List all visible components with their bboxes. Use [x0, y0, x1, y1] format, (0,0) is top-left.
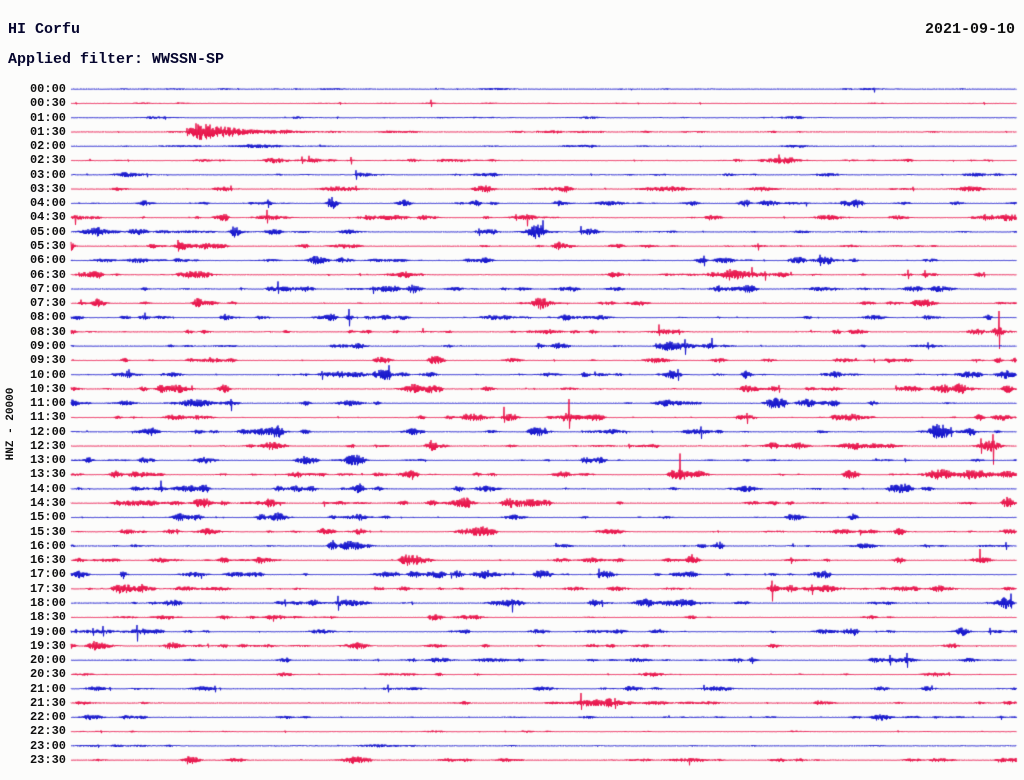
time-label: 16:00	[29, 538, 66, 553]
time-label: 02:00	[29, 139, 66, 154]
time-label: 04:00	[29, 196, 66, 211]
time-label: 16:30	[29, 553, 66, 568]
time-label: 00:30	[29, 96, 66, 111]
time-label: 02:30	[29, 153, 66, 168]
time-label: 09:30	[29, 353, 66, 368]
time-label: 19:30	[29, 638, 66, 653]
time-label: 11:30	[29, 410, 66, 425]
time-label: 09:00	[29, 338, 66, 353]
time-label: 18:00	[29, 595, 66, 610]
time-label: 20:00	[29, 653, 66, 668]
time-label: 10:30	[29, 381, 66, 396]
time-label: 22:00	[29, 710, 66, 725]
time-label: 17:30	[29, 581, 66, 596]
time-label: 14:00	[29, 481, 66, 496]
time-label: 21:30	[29, 695, 66, 710]
time-label: 10:00	[29, 367, 66, 382]
time-label: 12:30	[29, 438, 66, 453]
time-label: 15:00	[29, 510, 66, 525]
time-label: 13:00	[29, 453, 66, 468]
time-label: 18:30	[29, 610, 66, 625]
time-label: 06:00	[29, 253, 66, 268]
time-label: 05:30	[29, 239, 66, 254]
time-label: 08:00	[29, 310, 66, 325]
time-label: 07:30	[29, 296, 66, 311]
time-label: 01:00	[29, 110, 66, 125]
time-label: 14:30	[29, 496, 66, 511]
time-label: 04:30	[29, 210, 66, 225]
time-label: 22:30	[29, 724, 66, 739]
time-label: 01:30	[29, 124, 66, 139]
time-label: 13:30	[29, 467, 66, 482]
time-label: 21:00	[29, 681, 66, 696]
time-label: 07:00	[29, 281, 66, 296]
time-label: 12:00	[29, 424, 66, 439]
time-label: 05:00	[29, 224, 66, 239]
time-label: 11:00	[29, 396, 66, 411]
time-label: 19:00	[29, 624, 66, 639]
time-label: 23:00	[29, 738, 66, 753]
time-label: 03:30	[29, 181, 66, 196]
time-label: 03:00	[29, 167, 66, 182]
time-label: 17:00	[29, 567, 66, 582]
time-label: 06:30	[29, 267, 66, 282]
time-label: 20:30	[29, 667, 66, 682]
time-label: 00:00	[29, 82, 66, 96]
time-label: 15:30	[29, 524, 66, 539]
time-label: 23:30	[29, 753, 66, 768]
time-label: 08:30	[29, 324, 66, 339]
